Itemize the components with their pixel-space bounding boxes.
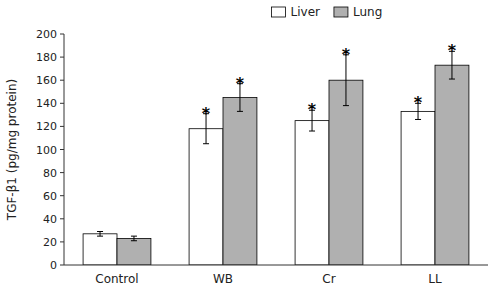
legend-swatch [334,7,348,17]
y-tick-label: 40 [43,213,57,226]
bar [295,121,329,265]
legend-item: Lung [334,5,382,19]
legend-label: Liver [291,5,321,19]
legend-swatch [272,7,286,17]
error-bar [97,232,103,237]
y-tick [60,34,64,35]
x-tick-label: WB [213,272,233,286]
x-axis-line [64,265,488,266]
legend-label: Lung [353,5,382,19]
bar [435,65,469,265]
y-tick [60,265,64,266]
y-tick-label: 100 [36,144,57,157]
asterisk: * [342,45,351,64]
x-tick-label: LL [428,272,442,286]
asterisk: * [202,104,211,123]
y-tick-label: 0 [50,259,57,272]
plot-area [83,51,469,265]
x-axis: Control WB Cr LL [64,265,488,286]
y-tick [60,57,64,58]
bar [83,234,117,265]
asterisk: * [448,41,457,60]
y-tick [60,126,64,127]
y-tick [60,149,64,150]
error-bar [131,236,137,241]
y-tick [60,241,64,242]
bar [223,98,257,265]
legend-item: Liver [272,5,321,19]
x-tick-label: Control [95,272,138,286]
legend: Liver Lung [272,5,383,19]
y-tick [60,195,64,196]
bar [329,80,363,265]
y-tick-label: 20 [43,236,57,249]
asterisk: * [414,93,423,112]
annotations: * * * * * * [202,41,457,122]
y-tick [60,80,64,81]
y-tick [60,172,64,173]
y-tick-label: 180 [36,51,57,64]
asterisk: * [236,74,245,93]
bar [189,129,223,265]
y-tick [60,218,64,219]
y-axis: 0 20 40 60 80 100 120 140 160 180 200 [36,28,64,272]
y-tick [60,103,64,104]
x-tick-label: Cr [322,272,335,286]
page: {"chart_data": { "type": "bar", "categor… [0,0,500,295]
y-tick-label: 60 [43,190,57,203]
y-tick-label: 120 [36,120,57,133]
y-axis-label: TGF-β1 (pg/mg protein) [5,79,19,221]
asterisk: * [308,100,317,119]
bar [117,238,151,265]
bar [401,111,435,265]
chart: 0 20 40 60 80 100 120 140 160 180 200 TGF-β1 (pg/mg… [0,0,500,295]
y-tick-label: 140 [36,97,57,110]
y-tick-label: 200 [36,28,57,41]
y-tick-label: 80 [43,167,57,180]
y-axis-line [64,34,65,265]
y-tick-label: 160 [36,74,57,87]
